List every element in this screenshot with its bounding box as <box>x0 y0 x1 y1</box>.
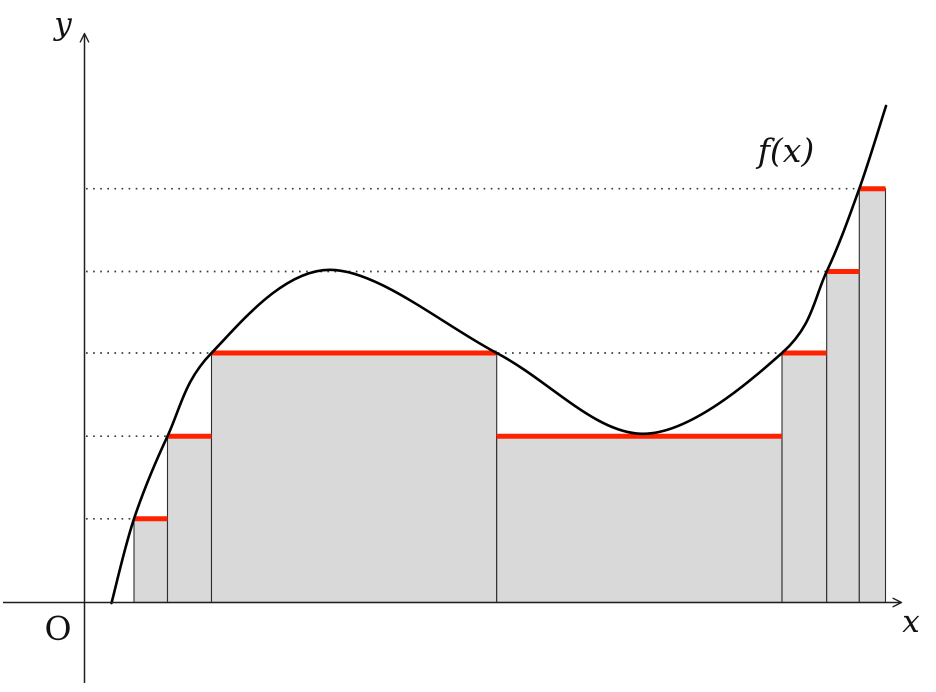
riemann-rectangle <box>826 270 860 604</box>
rectangle-top-levels <box>134 186 886 522</box>
dotted-guide-lines <box>86 187 860 520</box>
x-axis-label: x <box>902 604 920 640</box>
riemann-rectangle <box>166 435 213 604</box>
origin-label: O <box>44 609 71 648</box>
function-label: f(x) <box>755 131 815 170</box>
y-axis-label: y <box>52 6 72 42</box>
riemann-rectangle <box>133 518 169 604</box>
riemann-rectangle <box>496 435 783 604</box>
riemann-rectangle <box>781 352 828 604</box>
function-curve <box>110 104 888 605</box>
riemann-rectangles <box>133 188 887 604</box>
riemann-rectangle <box>210 352 498 604</box>
coordinate-axes <box>3 34 901 683</box>
riemann-rectangle <box>858 188 887 604</box>
